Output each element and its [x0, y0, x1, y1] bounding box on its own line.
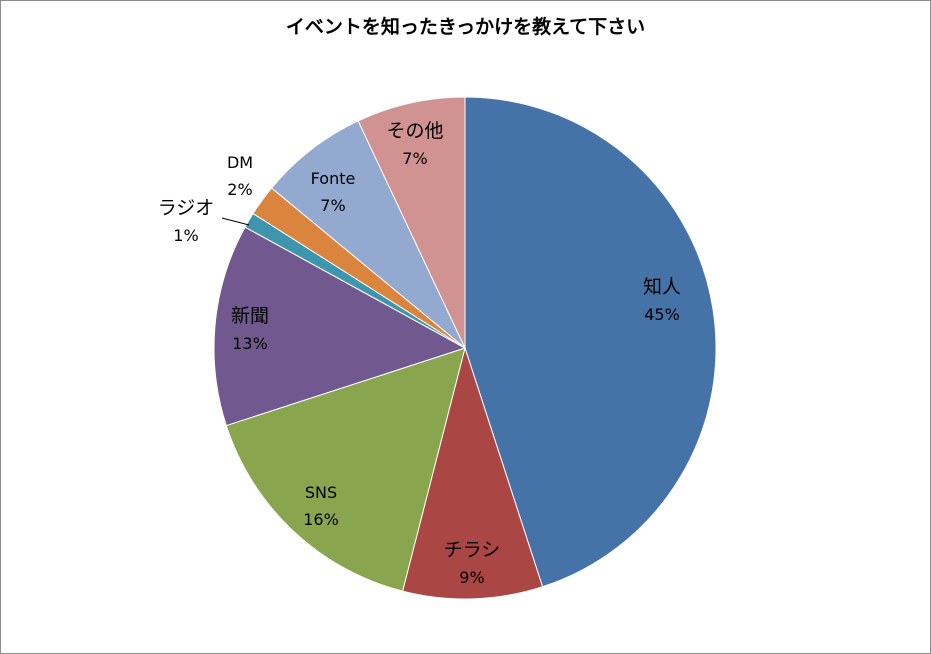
slice-percent-3: 13%: [232, 334, 268, 353]
pie-slice-1: [401, 346, 544, 600]
pie-slice-0: [464, 96, 717, 588]
pie-slice-7: [357, 96, 466, 349]
slice-label-0: 知人: [643, 276, 681, 298]
slice-percent-7: 7%: [402, 149, 427, 168]
slice-percent-4: 1%: [173, 226, 198, 245]
slice-percent-dm: 2%: [227, 180, 252, 199]
data-labels: 知人 45% チラシ 9% SNS 16% 新聞 13% ラジオ 1% DM 2% Fonte 7% その他…: [158, 120, 681, 587]
pie-slice-sns: [225, 347, 466, 592]
leader-line: [221, 217, 250, 226]
pie-slice-3: [213, 226, 467, 427]
slice-label-1: チラシ: [444, 539, 501, 561]
slice-label-4: ラジオ: [158, 197, 215, 219]
pie-slices: [213, 96, 717, 600]
slice-percent-fonte: 7%: [320, 196, 345, 215]
slice-percent-0: 45%: [644, 305, 680, 324]
slice-label-3: 新聞: [231, 305, 269, 327]
slice-label-sns: SNS: [305, 483, 337, 502]
slice-percent-sns: 16%: [303, 510, 339, 529]
slice-label-dm: DM: [227, 153, 253, 172]
chart-title: イベントを知ったきっかけを教えて下さい: [285, 16, 646, 38]
slice-percent-1: 9%: [459, 568, 484, 587]
pie-slice-fonte: [270, 120, 466, 349]
slice-label-fonte: Fonte: [311, 169, 356, 188]
slice-label-7: その他: [386, 120, 443, 142]
